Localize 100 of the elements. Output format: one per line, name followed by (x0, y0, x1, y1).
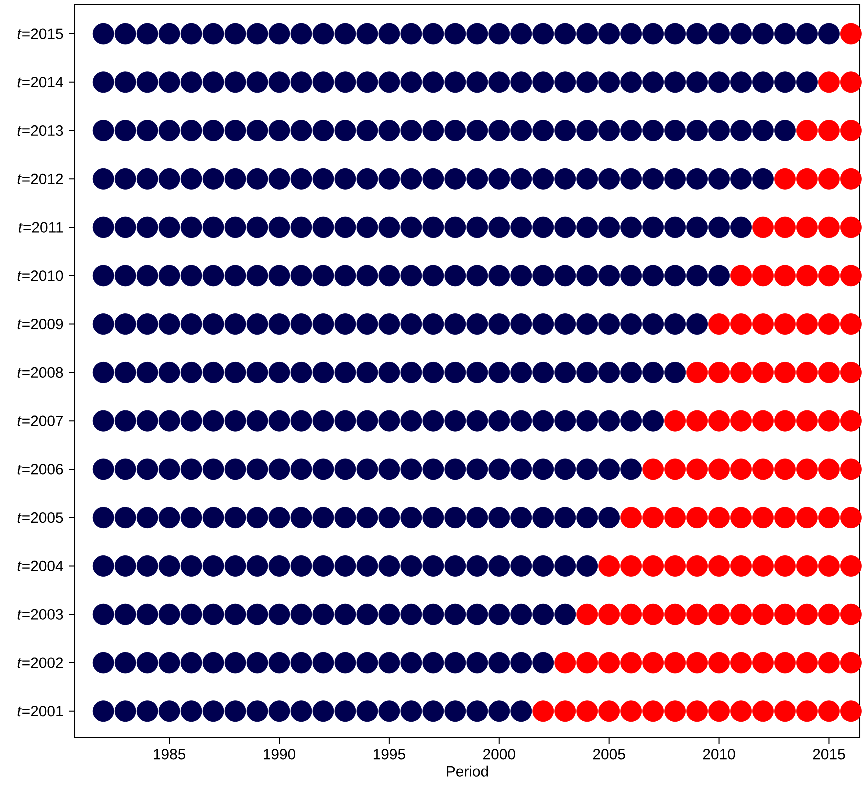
point (444, 458, 466, 480)
point (664, 604, 686, 626)
point (598, 556, 620, 577)
point (730, 458, 752, 480)
point (136, 265, 158, 287)
point (202, 604, 224, 626)
point (268, 23, 290, 45)
point (598, 700, 620, 722)
point (400, 168, 422, 190)
point (180, 314, 202, 336)
point (136, 72, 158, 94)
point (378, 507, 400, 529)
point (312, 604, 334, 626)
point (92, 23, 114, 45)
point (708, 458, 730, 480)
point (444, 556, 466, 577)
point (290, 700, 312, 722)
point (554, 507, 576, 529)
point (664, 120, 686, 142)
point (246, 23, 268, 45)
point (400, 507, 422, 529)
point (378, 265, 400, 287)
point (158, 700, 180, 722)
point (752, 458, 774, 480)
point (202, 652, 224, 674)
point (356, 507, 378, 529)
point (334, 265, 356, 287)
point (312, 120, 334, 142)
y-tick-label: t=2001 (18, 706, 64, 717)
point (686, 604, 708, 626)
point (268, 72, 290, 94)
point (664, 362, 686, 384)
point (664, 23, 686, 45)
point (378, 72, 400, 94)
point (620, 120, 642, 142)
point (356, 604, 378, 626)
point (796, 458, 818, 480)
point (554, 604, 576, 626)
point (422, 120, 444, 142)
point (114, 265, 136, 287)
point (136, 120, 158, 142)
point (356, 314, 378, 336)
point (708, 216, 730, 238)
point (246, 72, 268, 94)
point (686, 216, 708, 238)
point (158, 604, 180, 626)
point (158, 120, 180, 142)
point (576, 700, 598, 722)
point (334, 362, 356, 384)
point (686, 168, 708, 190)
point (554, 362, 576, 384)
point (356, 216, 378, 238)
point (422, 314, 444, 336)
point (554, 216, 576, 238)
point (268, 265, 290, 287)
point (576, 507, 598, 529)
point (246, 458, 268, 480)
point (818, 23, 840, 45)
point (290, 72, 312, 94)
point (774, 168, 796, 190)
point (686, 507, 708, 529)
point (708, 700, 730, 722)
point (598, 604, 620, 626)
point (774, 458, 796, 480)
point (312, 314, 334, 336)
point (620, 410, 642, 432)
point (356, 23, 378, 45)
point (818, 314, 840, 336)
point (158, 23, 180, 45)
point (202, 72, 224, 94)
point (444, 410, 466, 432)
point (312, 362, 334, 384)
point (268, 362, 290, 384)
point (488, 604, 510, 626)
point (598, 265, 620, 287)
point (422, 458, 444, 480)
point (466, 507, 488, 529)
point (466, 168, 488, 190)
point (180, 72, 202, 94)
point (818, 168, 840, 190)
point (312, 556, 334, 577)
point (532, 507, 554, 529)
point (466, 410, 488, 432)
point (224, 314, 246, 336)
point (290, 23, 312, 45)
point (202, 507, 224, 529)
point (114, 604, 136, 626)
point (378, 604, 400, 626)
point (158, 265, 180, 287)
point (158, 168, 180, 190)
point (334, 23, 356, 45)
point (488, 652, 510, 674)
point (224, 362, 246, 384)
point (598, 120, 620, 142)
point (796, 652, 818, 674)
point (752, 216, 774, 238)
x-tick-label: 1990 (264, 749, 296, 760)
point (532, 700, 554, 722)
point (202, 410, 224, 432)
point (400, 410, 422, 432)
